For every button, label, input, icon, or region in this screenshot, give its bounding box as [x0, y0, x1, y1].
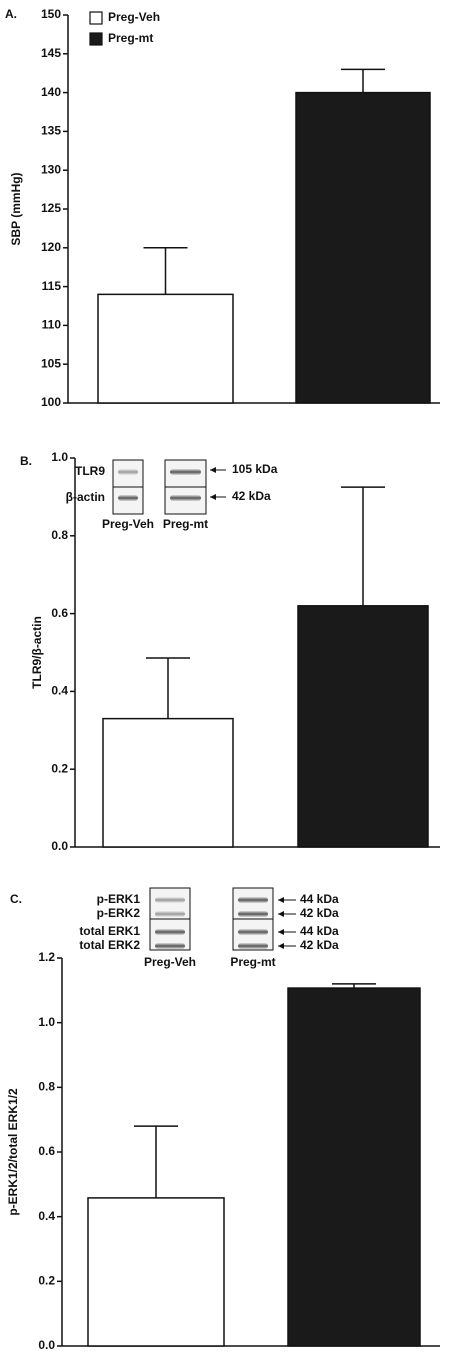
- y-tick-label: 1.2: [38, 950, 55, 964]
- y-tick-label: 110: [42, 318, 62, 332]
- blot-band: [118, 469, 138, 475]
- y-tick-label: 0.4: [51, 684, 68, 698]
- y-tick-label: 130: [41, 162, 61, 176]
- y-axis-label: p-ERK1/2/total ERK1/2: [6, 1088, 20, 1216]
- panel-label: A.: [5, 7, 17, 21]
- y-tick-label: 0.8: [38, 1080, 55, 1094]
- y-tick-label: 0.4: [38, 1209, 55, 1223]
- size-label: 44 kDa: [300, 924, 339, 938]
- size-label: 42 kDa: [300, 906, 339, 920]
- blot-row-label: β-actin: [66, 490, 105, 504]
- size-label: 42 kDa: [232, 489, 271, 503]
- blot-row-label: p-ERK2: [97, 906, 141, 920]
- y-axis-label: SBP (mmHg): [9, 172, 23, 245]
- y-tick-label: 0.2: [38, 1274, 55, 1288]
- size-label: 42 kDa: [300, 938, 339, 952]
- figure: A. SBP (mmHg) 100 105 110 115 120 125 130 135 140 1…: [0, 0, 451, 1351]
- blot-row-label: p-ERK1: [97, 892, 141, 906]
- lane-label: Preg-Veh: [102, 517, 154, 531]
- y-tick-label: 150: [41, 7, 61, 21]
- legend-label: Preg-Veh: [108, 10, 160, 24]
- blot-band: [238, 929, 268, 935]
- panel-label: B.: [20, 454, 32, 468]
- bar: [98, 294, 233, 403]
- y-tick-label: 120: [41, 240, 61, 254]
- legend-swatch: [90, 33, 102, 45]
- y-tick-label: 1.0: [51, 450, 68, 464]
- y-tick-label: 135: [41, 124, 61, 138]
- y-tick-label: 0.8: [51, 528, 68, 542]
- blot-band: [170, 469, 201, 475]
- bar: [88, 1198, 224, 1346]
- bar: [298, 606, 428, 847]
- y-tick-label: 145: [41, 46, 61, 60]
- lane-label: Preg-Veh: [144, 955, 196, 969]
- y-tick-label: 0.0: [51, 839, 68, 853]
- legend-swatch: [90, 12, 102, 24]
- size-label: 105 kDa: [232, 462, 278, 476]
- arrow-head: [210, 494, 216, 500]
- arrow-head: [278, 897, 284, 903]
- legend-label: Preg-mt: [108, 31, 153, 45]
- arrow-head: [278, 929, 284, 935]
- bar: [103, 719, 233, 847]
- size-label: 44 kDa: [300, 892, 339, 906]
- blot-band: [238, 943, 268, 949]
- lane-label: Preg-mt: [163, 517, 208, 531]
- y-tick-label: 125: [41, 201, 61, 215]
- blot-band: [155, 943, 185, 949]
- y-tick-label: 1.0: [38, 1015, 55, 1029]
- blot-band: [155, 911, 185, 917]
- y-tick-label: 140: [41, 85, 61, 99]
- lane-label: Preg-mt: [230, 955, 275, 969]
- y-tick-label: 100: [41, 395, 61, 409]
- blot-band: [155, 929, 185, 935]
- arrow-head: [278, 911, 284, 917]
- y-tick-label: 0.0: [38, 1338, 55, 1351]
- y-tick-label: 0.6: [38, 1144, 55, 1158]
- blot-band: [118, 495, 138, 501]
- y-axis-label: TLR9/β-actin: [30, 616, 44, 689]
- bar: [288, 988, 420, 1346]
- y-tick-label: 105: [41, 356, 61, 370]
- y-tick-label: 0.6: [51, 606, 68, 620]
- blot-row-label: total ERK2: [79, 938, 140, 952]
- y-tick-label: 0.2: [51, 761, 68, 775]
- blot-band: [238, 897, 268, 903]
- y-tick-label: 115: [42, 279, 62, 293]
- blot-row-label: TLR9: [75, 464, 105, 478]
- arrow-head: [210, 467, 216, 473]
- arrow-head: [278, 943, 284, 949]
- blot-band: [155, 897, 185, 903]
- blot-band: [170, 495, 201, 501]
- panel-label: C.: [10, 892, 22, 906]
- bar: [296, 93, 430, 403]
- blot-row-label: total ERK1: [79, 924, 140, 938]
- blot-band: [238, 911, 268, 917]
